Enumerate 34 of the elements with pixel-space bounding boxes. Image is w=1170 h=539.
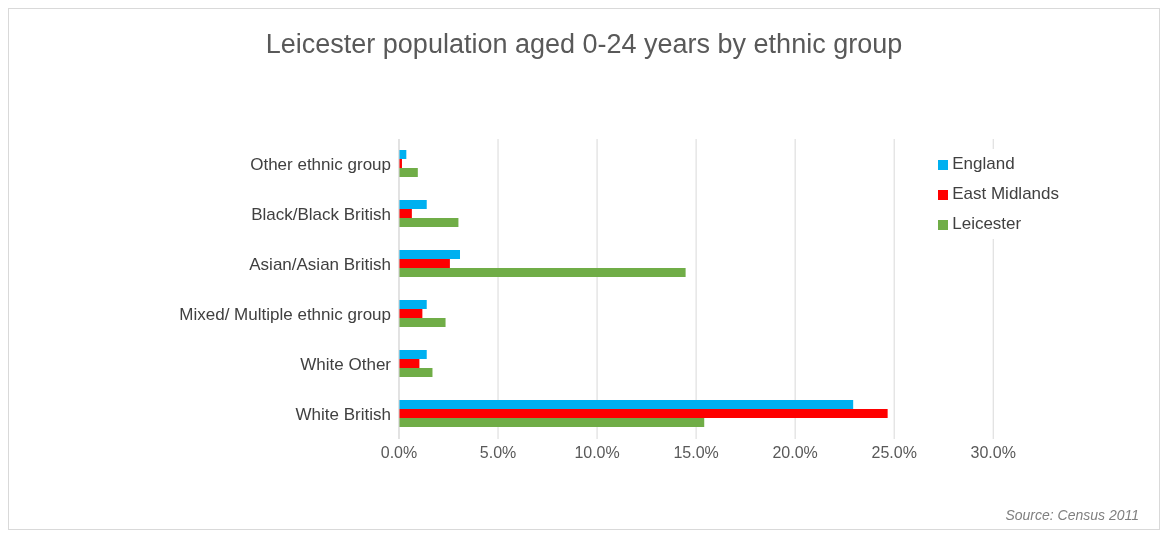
x-tick-label: 20.0%	[772, 444, 818, 462]
x-tick-label: 25.0%	[871, 444, 917, 462]
legend-label: England	[952, 154, 1015, 173]
bar	[399, 259, 450, 268]
x-tick-label: 15.0%	[673, 444, 719, 462]
y-tick-label: Mixed/ Multiple ethnic group	[179, 305, 391, 325]
bar	[399, 409, 888, 418]
y-tick-label: Other ethnic group	[250, 155, 391, 175]
bar	[399, 368, 433, 377]
bar	[399, 400, 854, 409]
bar	[399, 350, 427, 359]
y-tick-label: White British	[295, 405, 391, 425]
y-tick-label: Black/Black British	[251, 205, 391, 225]
bar	[399, 250, 461, 259]
x-tick-label: 0.0%	[380, 444, 418, 462]
bar	[399, 418, 705, 427]
bar	[399, 168, 418, 177]
bar	[399, 300, 427, 309]
legend-label: Leicester	[952, 214, 1022, 233]
y-tick-label: White Other	[300, 355, 392, 375]
bar	[399, 359, 420, 368]
bar	[399, 218, 459, 227]
x-tick-label: 5.0%	[479, 444, 517, 462]
x-tick-label: 30.0%	[970, 444, 1016, 462]
bar	[399, 209, 412, 218]
chart-title: Leicester population aged 0-24 years by ethnic group	[264, 29, 904, 60]
source-note: Source: Census 2011	[1005, 507, 1139, 523]
legend-label: East Midlands	[952, 184, 1059, 203]
bar	[399, 200, 427, 209]
bar	[399, 268, 686, 277]
bar	[399, 318, 446, 327]
y-tick-label: Asian/Asian British	[249, 255, 391, 275]
bar	[399, 309, 423, 318]
x-tick-label: 10.0%	[574, 444, 620, 462]
